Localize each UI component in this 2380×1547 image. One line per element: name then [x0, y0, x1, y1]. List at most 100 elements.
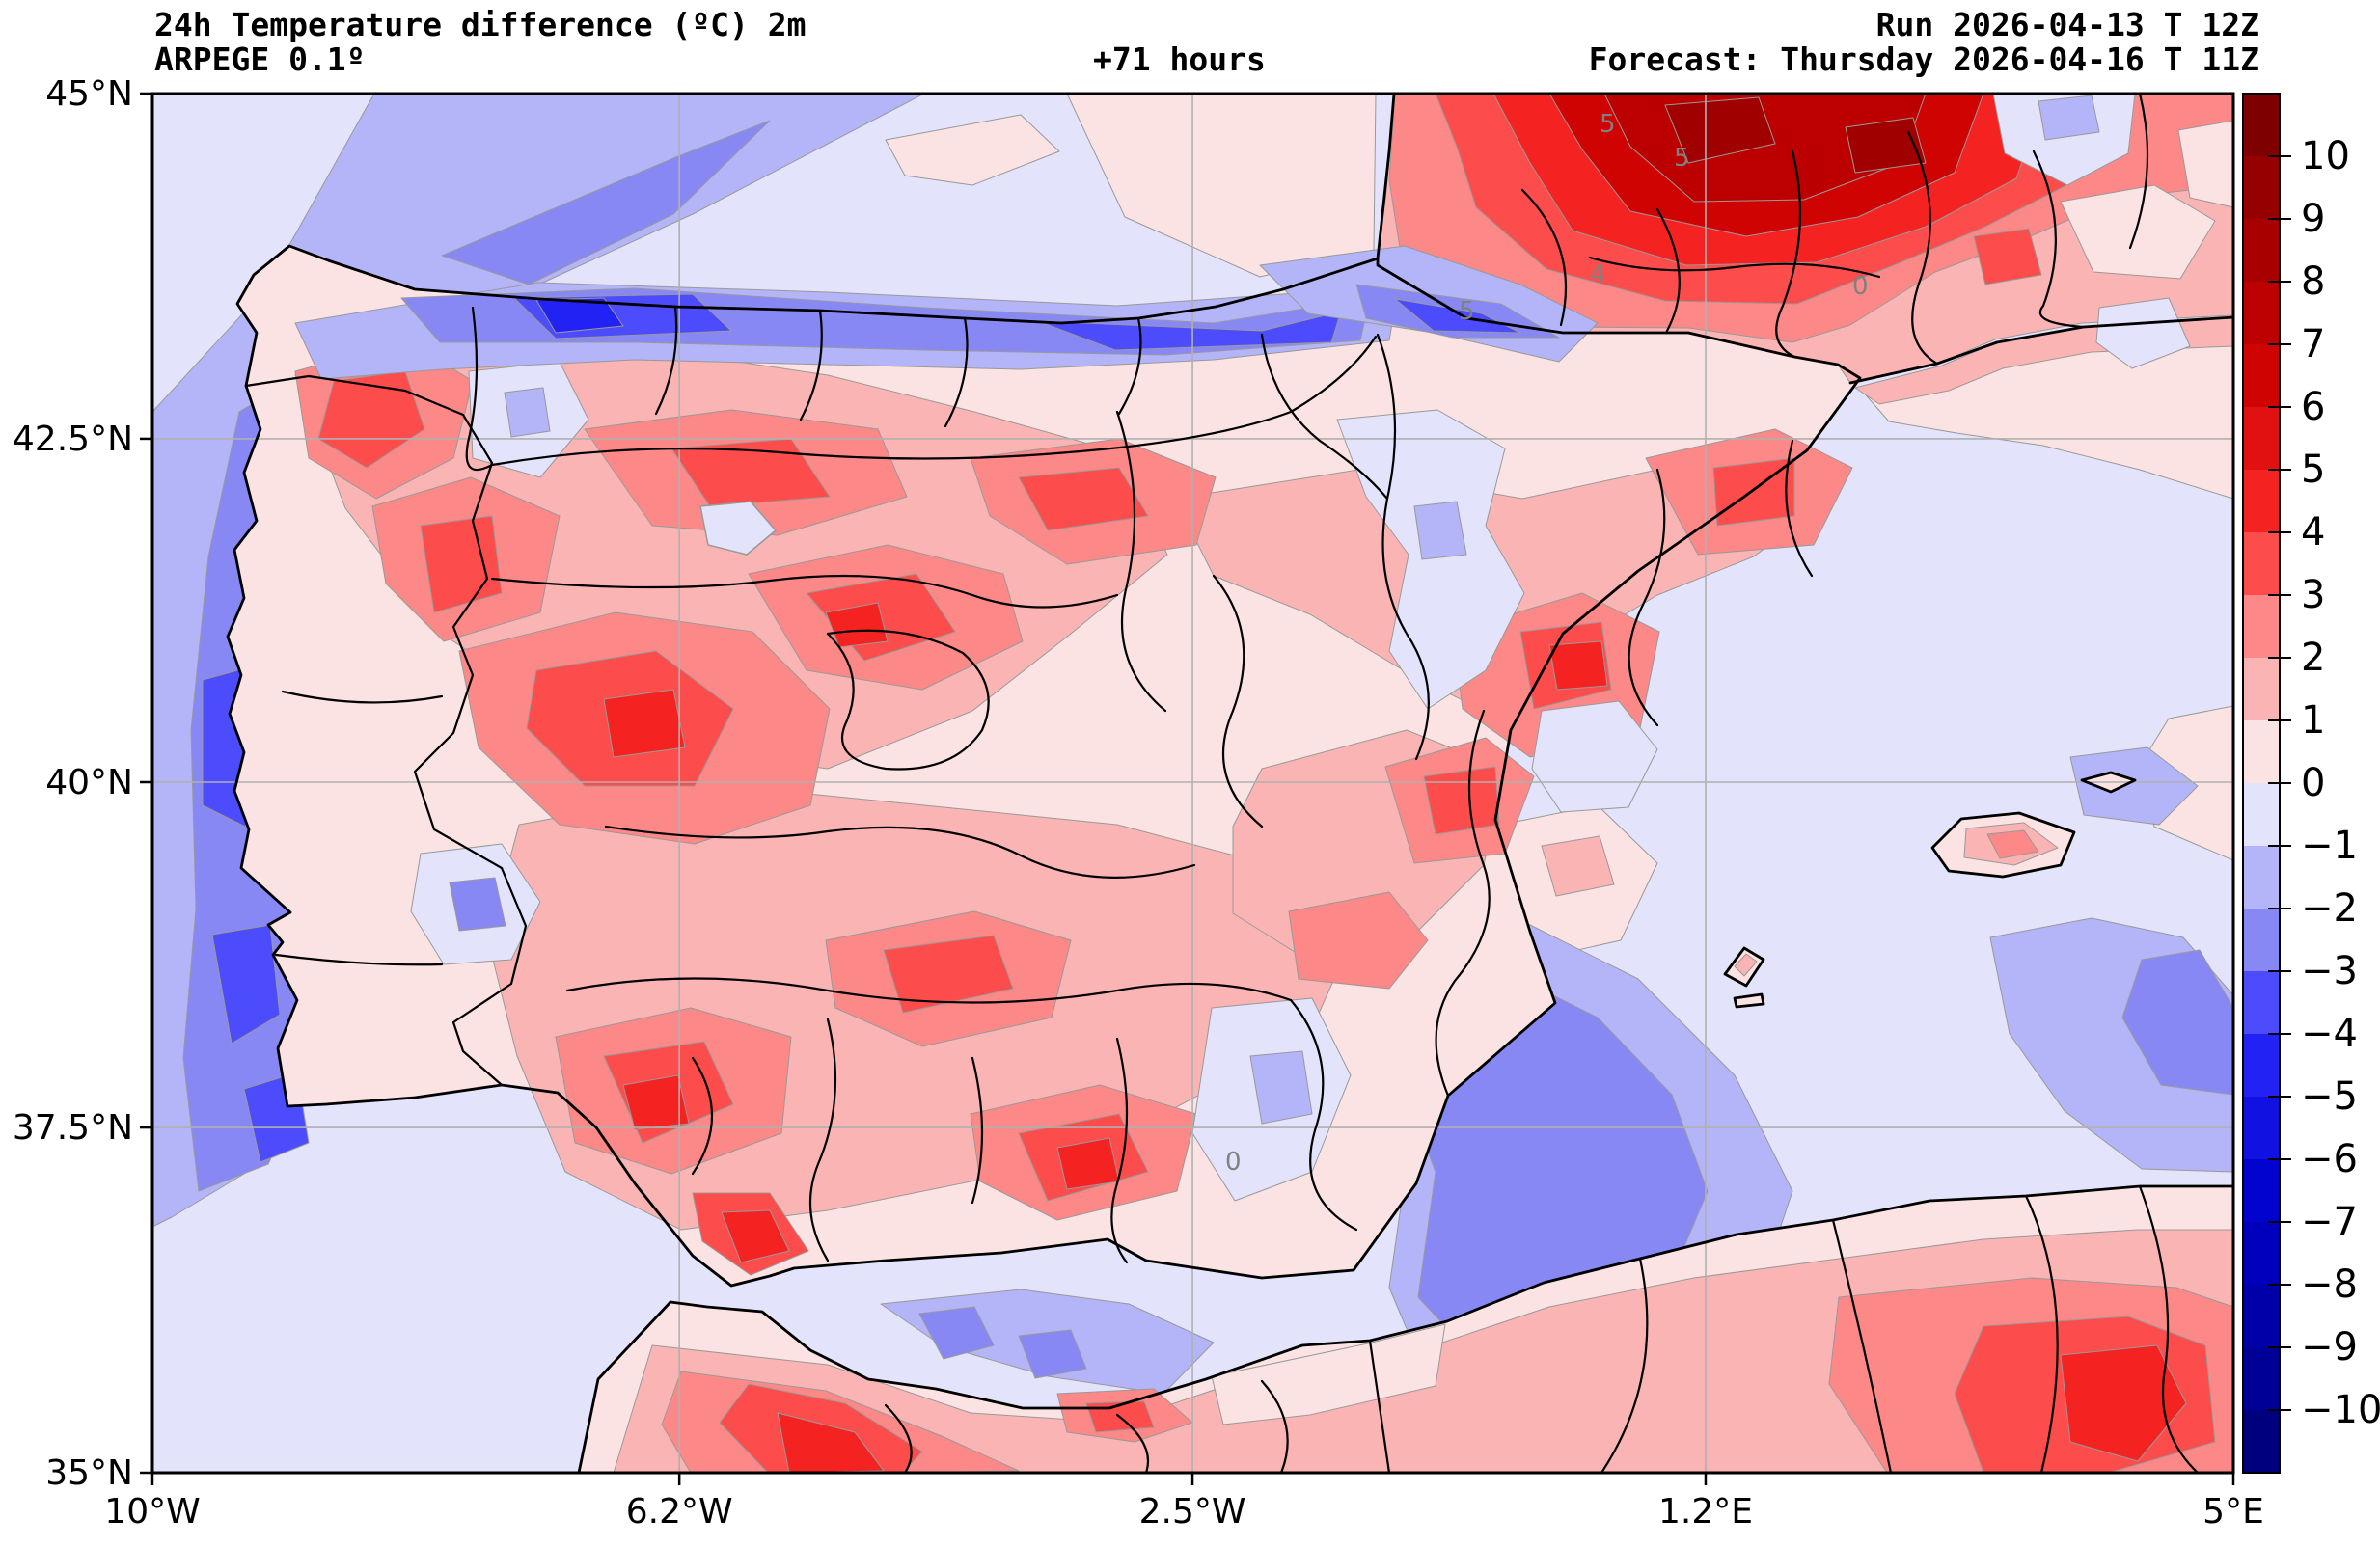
colorbar-segment-20 — [2243, 1347, 2280, 1411]
boundary-madrid-ring — [826, 629, 990, 771]
boundary-france-5 — [2032, 149, 2086, 329]
region-murcia-lavender-spot — [1249, 1050, 1313, 1125]
y-tick-label-45°N: 45°N — [45, 74, 133, 114]
contour-labels: 5 5 5 4 0 0 — [1225, 110, 1869, 1177]
boundary-valencia — [1435, 709, 1491, 1098]
colorbar-tick-label-−9: −9 — [2301, 1325, 2358, 1370]
axis-labels: 10°W 6.2°W 2.5°W 1.2°E 5°E 45°N 42.5°N 40°N 37.5… — [13, 74, 2264, 1532]
region-med-east-blue-3 — [2069, 746, 2199, 826]
y-tick-label-40°N: 40°N — [45, 763, 133, 802]
colorbar-tick-label-−2: −2 — [2301, 886, 2358, 931]
colorbar-tick-label-−4: −4 — [2301, 1012, 2358, 1056]
mallorca-coast — [1930, 811, 2076, 879]
ibiza-coast — [1723, 946, 1765, 988]
colorbar-tick-label-6: 6 — [2301, 385, 2325, 429]
region-morocco-hot-spot — [777, 1412, 885, 1473]
colorbar-segment-2 — [2243, 219, 2280, 283]
colorbar-tick-label-−8: −8 — [2301, 1262, 2358, 1307]
region-cadiz-hot-spot — [721, 1209, 790, 1263]
region-africa-pale-mid — [1211, 1323, 1446, 1425]
region-alboran-blue-spot-2 — [1018, 1329, 1087, 1379]
boundary-cantabria — [799, 309, 823, 421]
region-med-east-blue-2 — [2121, 949, 2233, 1096]
boundary-morocco-3 — [1260, 1379, 1289, 1473]
region-levante-red-core — [1423, 766, 1500, 835]
page-title: 24h Temperature difference (ºC) 2m — [154, 6, 807, 43]
colorbar-tick-label-−5: −5 — [2301, 1074, 2358, 1119]
colorbar-segment-3 — [2243, 282, 2280, 345]
region-med-pink-valencia-spot — [1541, 835, 1615, 897]
region-teruel-hot-spot — [1548, 640, 1608, 691]
colorbar-tick-label-−3: −3 — [2301, 949, 2358, 993]
boundary-aragon-west — [1115, 410, 1167, 713]
boundary-galicia-east — [465, 306, 494, 472]
colorbar-segment-14 — [2243, 971, 2280, 1035]
region-ebro-lavender — [1336, 409, 1525, 710]
boundary-france-2 — [1655, 207, 1681, 333]
colorbar-tick-label-8: 8 — [2301, 259, 2325, 304]
colorbar-tick-label-9: 9 — [2301, 197, 2325, 241]
colorbar-segment-19 — [2243, 1285, 2280, 1348]
contour-label-1: 5 — [1674, 144, 1690, 173]
region-alboran-blue-spot-1 — [918, 1306, 995, 1360]
region-ibiza-pink — [1734, 953, 1758, 977]
region-ebro-lavender-2 — [1531, 700, 1658, 813]
colorbar-segment-4 — [2243, 344, 2280, 408]
border-portugal-spain — [244, 374, 528, 1087]
colorbar-tick-label-−7: −7 — [2301, 1200, 2358, 1244]
region-france-lavender-top-spot — [2038, 95, 2100, 141]
x-tick-label-5°E: 5°E — [2202, 1492, 2264, 1532]
region-france-dark-spot-2 — [1845, 117, 1927, 174]
coastlines — [226, 94, 2233, 1473]
region-france-pale-2 — [2177, 120, 2233, 208]
colorbar-tick-label-−6: −6 — [2301, 1137, 2358, 1181]
colorbar-segment-17 — [2243, 1159, 2280, 1223]
lead-time-label: +71 hours — [1093, 41, 1266, 78]
colorbar-segment-0 — [2243, 94, 2280, 157]
region-biscay-pink-2 — [885, 114, 1060, 186]
forecast-label: Forecast: Thursday 2026-04-16 T 11Z — [1588, 41, 2259, 78]
africa-coast — [577, 1184, 2233, 1473]
region-sevilla-hot-spot — [622, 1074, 690, 1130]
colorbar-tick-label-5: 5 — [2301, 448, 2325, 492]
boundary-france-4 — [1906, 130, 1939, 366]
region-extremadura-hot-spot — [603, 689, 686, 758]
menorca-coast — [2080, 771, 2137, 794]
boundary-aragon-east — [1212, 574, 1264, 828]
boundary-cantabrian-range — [490, 335, 1378, 467]
boundary-morocco-1 — [884, 1403, 913, 1473]
region-france-red-spot-se — [1973, 228, 2042, 285]
y-tick-label-42.5°N: 42.5°N — [13, 420, 133, 459]
france-med-coast — [1848, 315, 2233, 385]
region-duero-red-core — [670, 438, 831, 507]
admin-boundaries — [244, 94, 2200, 1473]
contour-label-3: 4 — [1590, 260, 1606, 289]
region-madrid-reservoir — [699, 501, 777, 556]
colorbar-segment-10 — [2243, 720, 2280, 784]
colorbar-segment-9 — [2243, 658, 2280, 721]
boundary-morocco-2 — [1115, 1413, 1150, 1473]
region-granada-hot-spot — [1056, 1137, 1120, 1190]
colorbar-segment-13 — [2243, 909, 2280, 972]
boundary-basque — [944, 316, 969, 428]
region-algeria-hot-spot — [2060, 1344, 2187, 1462]
colorbar-segment-21 — [2243, 1410, 2280, 1474]
boundary-clm-west — [604, 825, 1196, 879]
colorbar-tick-label-1: 1 — [2301, 698, 2325, 743]
colorbar-segment-6 — [2243, 470, 2280, 533]
contour-label-4: 0 — [1852, 272, 1869, 301]
colorbar-tick-label-4: 4 — [2301, 510, 2325, 555]
colorbar-tick-label-−10: −10 — [2301, 1388, 2380, 1432]
region-alentejo-lavender-spot — [449, 877, 506, 932]
boundary-france-1 — [1520, 188, 1568, 327]
region-france-dark-spot-1 — [1664, 96, 1776, 164]
region-atlantic-core-4 — [211, 924, 281, 1045]
run-label: Run 2026-04-13 T 12Z — [1875, 6, 2259, 43]
boundary-andalusia-3 — [971, 1056, 984, 1205]
axis-ticks — [140, 92, 2235, 1485]
colorbar-tick-label-7: 7 — [2301, 322, 2325, 366]
region-lugo-lavender-spot — [504, 387, 551, 438]
